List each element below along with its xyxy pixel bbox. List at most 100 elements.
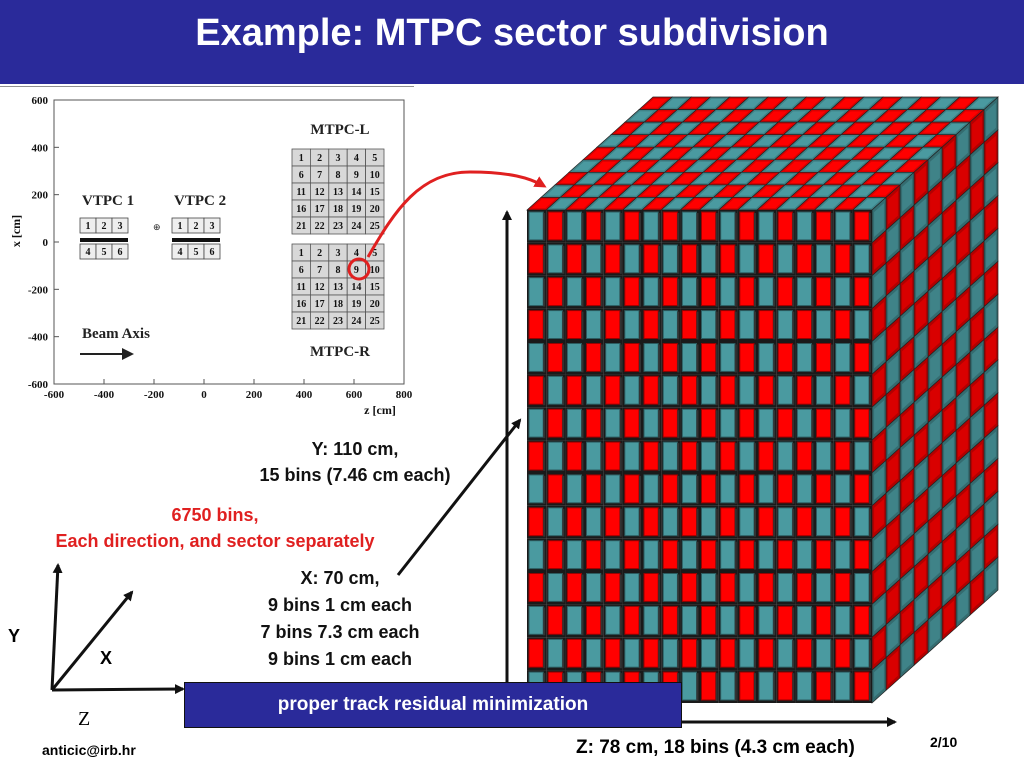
x-tick-labels: -600 -400 -200 0 200 400 600 800 [44,379,413,401]
mtpc-cell-label: 21 [296,221,306,232]
mtpc-cell-label: 4 [354,248,359,259]
mtpc-cell-label: 16 [296,204,306,215]
y-tick-label: -200 [28,284,49,296]
mtpc-r-label: MTPC-R [310,344,370,360]
x-tick-label: -600 [44,389,65,401]
coord-x-label: X [100,648,113,668]
mtpc-cell-label: 14 [351,187,361,198]
banner-text: proper track residual minimization [277,694,589,715]
mtpc-cell-label: 24 [351,221,361,232]
y-tick-label: 200 [32,190,49,202]
mtpc-cell-label: 9 [354,265,359,276]
mtpc-cell-label: 17 [315,204,325,215]
mtpc-cell-label: 1 [299,248,304,259]
y-tick-label: 400 [32,142,49,154]
mtpc-cell-label: 19 [351,299,361,310]
target-marker-icon: ⊕ [153,222,161,232]
x-tick-label: 200 [246,389,263,401]
mtpc-cell-label: 18 [333,299,343,310]
vtpc2-label: VTPC 2 [174,193,226,209]
x-tick-label: 0 [201,389,207,401]
vtpc-cell-label: 6 [118,247,123,258]
vtpc1-grid: 1 2 3 4 5 6 [79,217,129,260]
vtpc1-label: VTPC 1 [82,193,134,209]
x-tick-label: 800 [396,389,413,401]
vtpc-cell-label: 4 [86,247,91,258]
slide-title: Example: MTPC sector subdivision [195,12,829,54]
y-tick-label: 600 [32,95,49,107]
y-axis-label: x [cm] [9,215,23,247]
y-info: Y: 110 cm, 15 bins (7.46 cm each) [190,436,520,488]
mtpc-l-label: MTPC-L [310,122,369,138]
x-info-line-1: X: 70 cm, [300,568,380,588]
mtpc-cell-label: 14 [351,282,361,293]
mtpc-cell-label: 2 [317,248,322,259]
mtpc-cell-label: 22 [315,316,325,327]
vtpc-cell-label: 5 [102,247,107,258]
mtpc-cell-label: 23 [333,221,343,232]
coord-z-label: Z [78,708,91,730]
x-info-line-3: 7 bins 7.3 cm each [260,622,420,642]
bins-info-line-2: Each direction, and sector separately [55,531,375,551]
cube-right-face [871,96,999,704]
beam-axis-label: Beam Axis [82,326,150,342]
mtpc-cell-label: 6 [299,265,304,276]
mtpc-cell-label: 21 [296,316,306,327]
mtpc-cell-label: 22 [315,221,325,232]
x-tick-label: -400 [94,389,115,401]
mtpc-cell-label: 19 [351,204,361,215]
footer-email: anticic@irb.hr [42,742,136,758]
x-tick-label: 600 [346,389,363,401]
coord-y-label: Y [8,626,21,646]
beam-axis-arrowhead-icon [122,348,134,360]
x-tick-label: 400 [296,389,313,401]
mtpc-cell-label: 23 [333,316,343,327]
vtpc-cell-label: 3 [210,221,215,232]
cube-top-face [526,96,999,211]
mtpc-cell-label: 4 [354,153,359,164]
mtpc-cell-label: 1 [299,153,304,164]
mtpc-cell-label: 9 [354,170,359,181]
x-info-line-4: 9 bins 1 cm each [267,649,413,669]
mtpc-cell-label: 12 [315,282,325,293]
vtpc-cell-label: 5 [194,247,199,258]
page-number: 2/10 [930,734,958,750]
mtpc-cell-label: 11 [296,187,305,198]
bottom-banner: proper track residual minimization [184,682,682,728]
y-tick-label: 0 [43,237,49,249]
mtpc-cell-label: 18 [333,204,343,215]
mtpc-cell-label: 16 [296,299,306,310]
vtpc-cell-label: 6 [210,247,215,258]
cube-front-face [527,210,872,703]
vtpc2-grid: 1 2 3 4 5 6 [171,217,221,260]
mtpc-cell-label: 8 [336,170,341,181]
y-info-line-1: Y: 110 cm, [311,439,399,459]
mtpc-cell-label: 11 [296,282,305,293]
y-tick-labels: 600 400 200 0 -200 -400 -600 [28,95,59,391]
mtpc-cell-label: 8 [336,265,341,276]
mtpc-cell-label: 17 [315,299,325,310]
vtpc-cell-label: 3 [118,221,123,232]
x-tick-label: -200 [144,389,165,401]
vtpc-cell-label: 2 [194,221,199,232]
mtpc-cell-label: 6 [299,170,304,181]
mtpc-cell-label: 10 [370,265,380,276]
mtpc-cell-label: 25 [370,316,380,327]
mtpc-cell-label: 13 [333,282,343,293]
y-info-line-2: 15 bins (7.46 cm each) [259,465,451,485]
mtpc-cell-label: 3 [336,248,341,259]
x-info: X: 70 cm, 9 bins 1 cm each 7 bins 7.3 cm… [200,565,480,673]
x-info-line-2: 9 bins 1 cm each [267,595,413,615]
mtpc-cell-label: 12 [315,187,325,198]
bins-info-line-1: 6750 bins, [171,505,259,525]
vtpc-cell-label: 4 [178,247,183,258]
highlight-circle [347,257,371,281]
mtpc-cell-label: 2 [317,153,322,164]
mtpc-cell-label: 20 [370,299,380,310]
mtpc-cell-label: 15 [370,282,380,293]
mtpc-cell-label: 24 [351,316,361,327]
vtpc-cell-label: 1 [178,221,183,232]
